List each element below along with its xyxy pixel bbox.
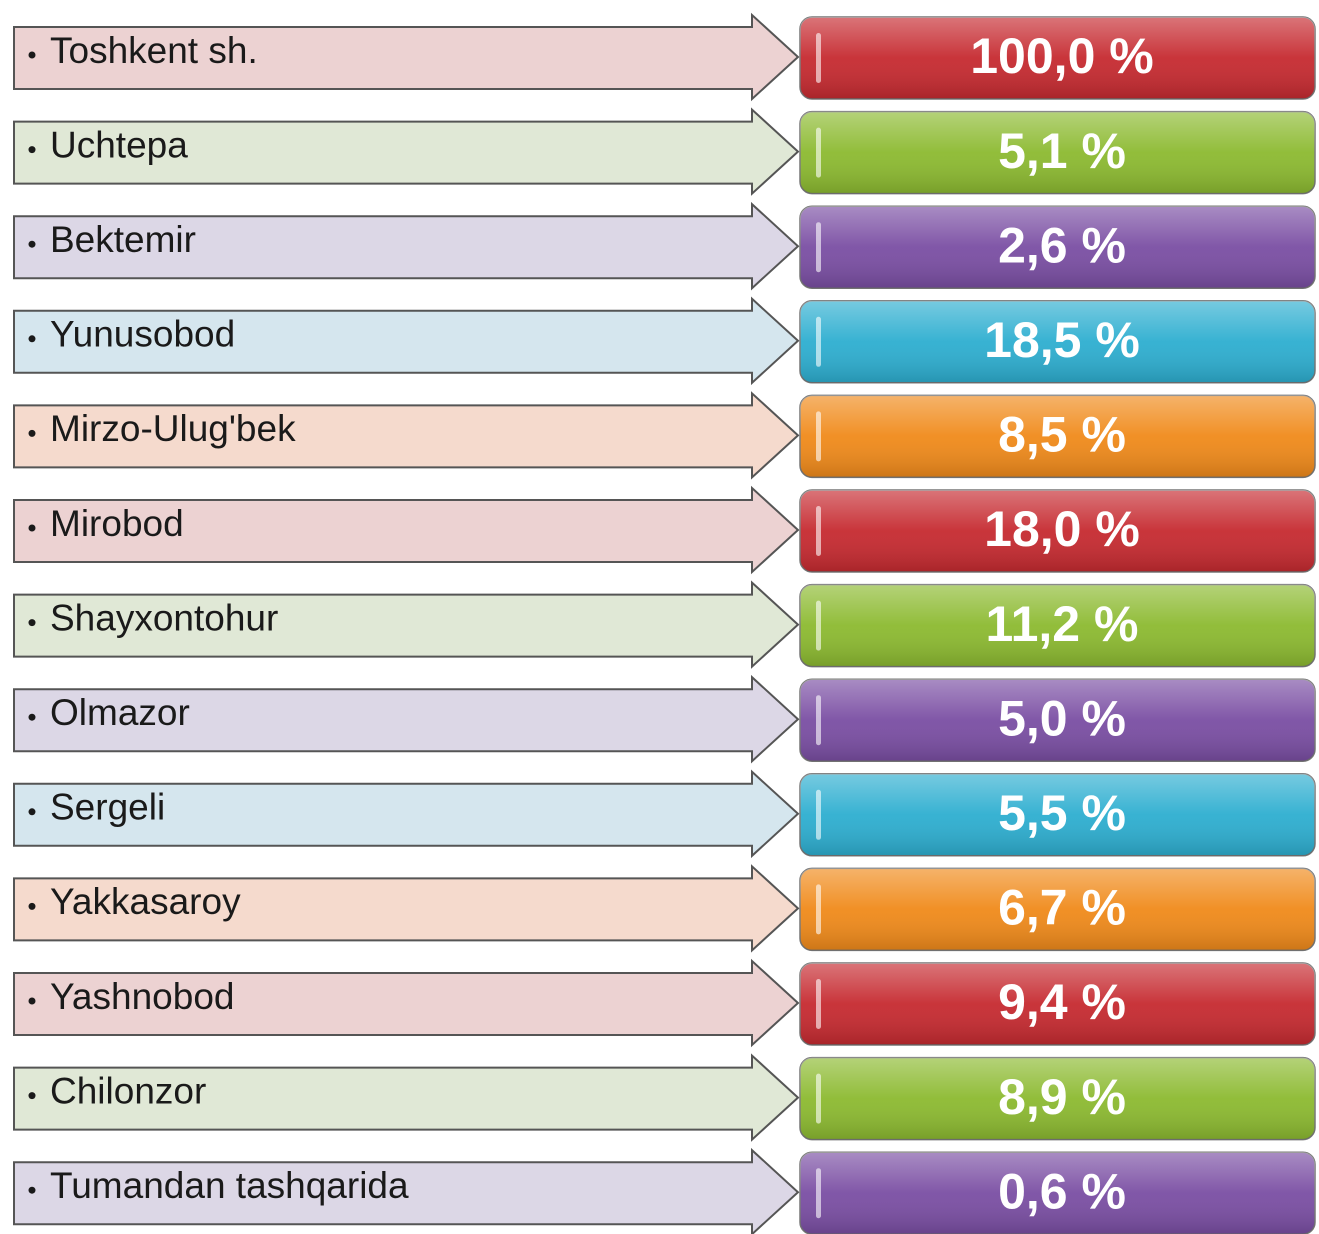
value-gloss [800, 963, 1315, 1045]
list-row: Yunusobod 18,5 % [13, 296, 1316, 386]
value-gloss [800, 868, 1315, 951]
list-row: Mirzo-Ulug'bek 8,5 % [13, 391, 1316, 480]
row-label: Yunusobod [50, 314, 235, 355]
label-arrow [13, 958, 800, 1048]
bullet [28, 524, 36, 532]
value-gloss [800, 111, 1315, 194]
label-arrow [13, 201, 800, 291]
bullet [28, 240, 36, 248]
value-highlight [816, 411, 821, 462]
value-highlight [816, 979, 821, 1029]
row-label: Yashnobod [50, 976, 234, 1017]
bullet [28, 713, 36, 721]
value-gloss [800, 773, 1315, 856]
bullet [28, 902, 36, 910]
list-row: Yashnobod 9,4 % [13, 958, 1316, 1048]
bullet [28, 997, 36, 1005]
value-gloss [800, 17, 1315, 99]
bullet [28, 619, 36, 627]
list-row: Sergeli 5,5 % [13, 769, 1316, 859]
label-arrow [13, 391, 800, 480]
row-label: Sergeli [50, 787, 165, 828]
bullet [28, 335, 36, 343]
label-arrow [13, 674, 800, 764]
row-label: Uchtepa [50, 124, 188, 165]
label-arrow [13, 864, 800, 953]
value-highlight [816, 33, 821, 83]
row-value: 5,1 % [998, 123, 1126, 179]
row-value: 100,0 % [970, 28, 1153, 84]
label-arrow [13, 580, 800, 669]
value-highlight [816, 884, 821, 935]
bullet [28, 51, 36, 59]
label-arrow [13, 485, 800, 575]
row-value: 2,6 % [998, 217, 1126, 273]
bullet [28, 808, 36, 816]
list-row: Chilonzor 8,9 % [13, 1053, 1316, 1142]
row-value: 11,2 % [986, 596, 1139, 652]
row-label: Mirzo-Ulug'bek [50, 408, 296, 449]
bullet [28, 429, 36, 437]
value-gloss [800, 584, 1315, 667]
value-gloss [800, 395, 1315, 478]
list-row: Yakkasaroy 6,7 % [13, 864, 1316, 953]
label-arrow [13, 769, 800, 859]
row-value: 18,0 % [984, 501, 1140, 557]
list-row: Tumandan tashqarida 0,6 % [13, 1147, 1316, 1234]
value-gloss [800, 679, 1315, 762]
row-label: Shayxontohur [50, 597, 278, 638]
bullet [28, 146, 36, 154]
list-row: Bektemir 2,6 % [13, 201, 1316, 291]
value-highlight [816, 127, 821, 178]
bullet [28, 1186, 36, 1194]
value-highlight [816, 506, 821, 556]
row-label: Bektemir [50, 219, 196, 260]
row-value: 5,0 % [998, 690, 1126, 746]
row-value: 0,6 % [998, 1163, 1126, 1219]
value-highlight [816, 316, 821, 367]
row-value: 9,4 % [998, 974, 1126, 1030]
value-gloss [800, 206, 1315, 289]
value-highlight [816, 600, 821, 651]
list-row: Toshkent sh. 100,0 % [13, 12, 1316, 102]
row-value: 8,5 % [998, 407, 1126, 463]
row-value: 18,5 % [984, 312, 1140, 368]
list-row: Uchtepa 5,1 % [13, 107, 1316, 196]
value-gloss [800, 490, 1315, 572]
value-highlight [816, 789, 821, 840]
row-value: 5,5 % [998, 785, 1126, 841]
list-row: Shayxontohur 11,2 % [13, 580, 1316, 669]
row-label: Toshkent sh. [50, 30, 258, 71]
list-row: Mirobod 18,0 % [13, 485, 1316, 575]
list-row: Olmazor 5,0 % [13, 674, 1316, 764]
label-arrow [13, 1147, 800, 1234]
row-label: Mirobod [50, 503, 184, 544]
row-label: Olmazor [50, 692, 190, 733]
row-value: 6,7 % [998, 880, 1126, 936]
row-label: Tumandan tashqarida [50, 1165, 409, 1206]
value-highlight [816, 1168, 821, 1219]
label-arrow [13, 296, 800, 386]
row-label: Yakkasaroy [50, 881, 241, 922]
value-highlight [816, 222, 821, 273]
value-gloss [800, 1152, 1315, 1234]
value-highlight [816, 695, 821, 746]
label-arrow [13, 107, 800, 196]
bullet [28, 1092, 36, 1100]
row-value: 8,9 % [998, 1069, 1126, 1125]
label-arrow [13, 12, 800, 102]
value-gloss [800, 1057, 1315, 1140]
label-arrow [13, 1053, 800, 1142]
value-gloss [800, 300, 1315, 383]
row-label: Chilonzor [50, 1070, 206, 1111]
value-highlight [816, 1073, 821, 1124]
